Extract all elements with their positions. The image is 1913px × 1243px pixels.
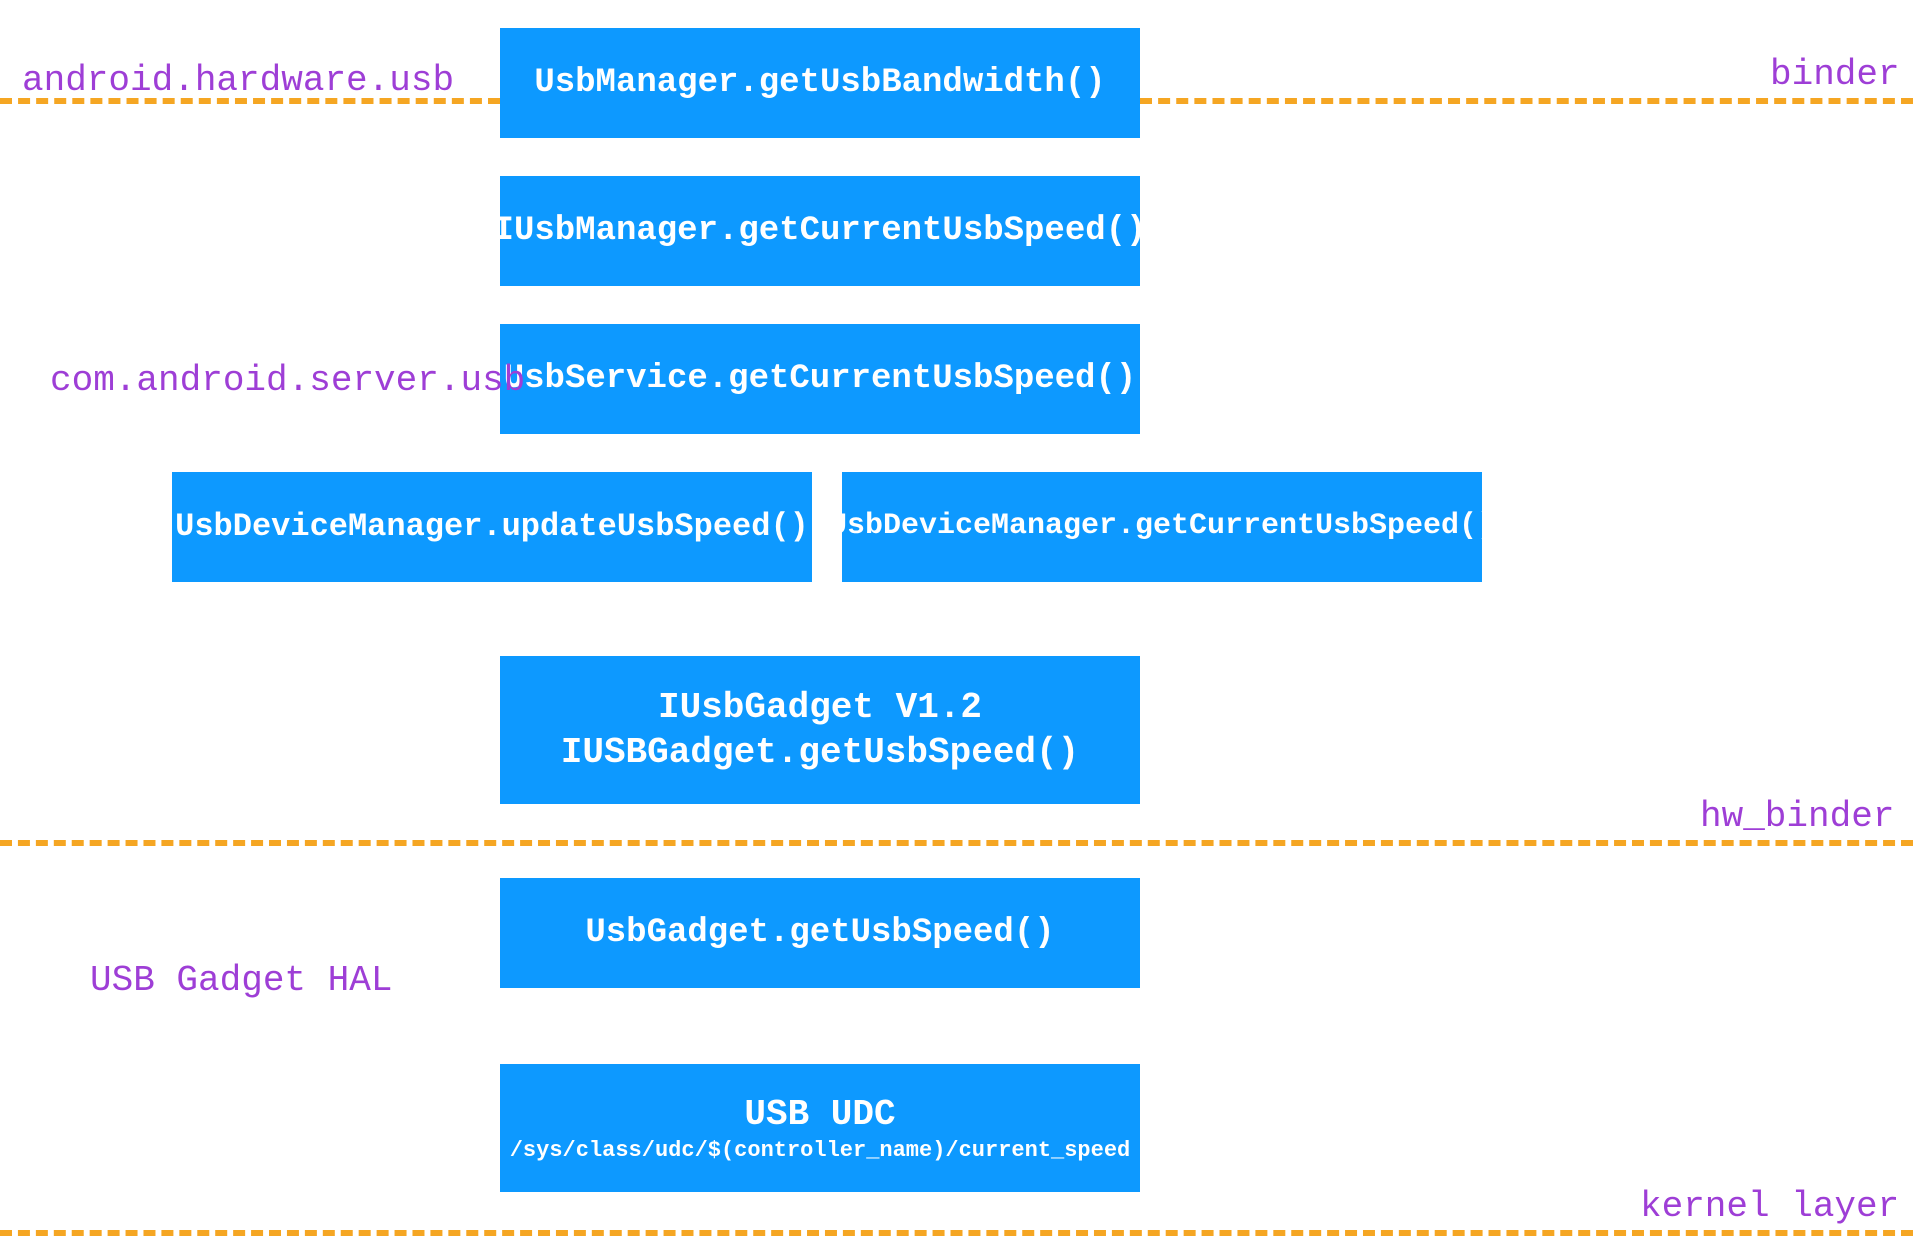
diagram-canvas: UsbManager.getUsbBandwidth() IUsbManager.… bbox=[0, 0, 1913, 1243]
box-usb-udc-line-0: USB UDC bbox=[744, 1092, 895, 1137]
label-usb-gadget-hal: USB Gadget HAL bbox=[90, 960, 392, 1001]
box-usbservice-getspeed: UsbService.getCurrentUsbSpeed() bbox=[500, 324, 1140, 434]
label-pkg-server-usb: com.android.server.usb bbox=[50, 360, 525, 401]
box-iusbmanager-getspeed: IUsbManager.getCurrentUsbSpeed() bbox=[500, 176, 1140, 286]
box-usbdevicemanager-getspeed-line-0: UsbDeviceManager.getCurrentUsbSpeed() bbox=[829, 508, 1495, 546]
label-pkg-hardware-usb: android.hardware.usb bbox=[22, 60, 454, 101]
divider-hwbinder-line bbox=[0, 840, 1913, 846]
box-usbdevicemanager-getspeed: UsbDeviceManager.getCurrentUsbSpeed() bbox=[842, 472, 1482, 582]
box-iusbgadget: IUsbGadget V1.2IUSBGadget.getUsbSpeed() bbox=[500, 656, 1140, 804]
label-kernel-layer: kernel layer bbox=[1640, 1186, 1899, 1227]
box-usb-udc-line-1: /sys/class/udc/$(controller_name)/curren… bbox=[510, 1137, 1131, 1165]
divider-kernel-line bbox=[0, 1230, 1913, 1236]
box-usbmanager-getbandwidth-line-0: UsbManager.getUsbBandwidth() bbox=[534, 62, 1105, 105]
box-usbdevicemanager-updatespeed: UsbDeviceManager.updateUsbSpeed() bbox=[172, 472, 812, 582]
box-usbgadget-getspeed-line-0: UsbGadget.getUsbSpeed() bbox=[585, 912, 1054, 955]
box-usb-udc: USB UDC/sys/class/udc/$(controller_name)… bbox=[500, 1064, 1140, 1192]
box-usbmanager-getbandwidth: UsbManager.getUsbBandwidth() bbox=[500, 28, 1140, 138]
box-usbgadget-getspeed: UsbGadget.getUsbSpeed() bbox=[500, 878, 1140, 988]
label-hwbinder: hw_binder bbox=[1700, 796, 1894, 837]
box-iusbgadget-line-1: IUSBGadget.getUsbSpeed() bbox=[561, 730, 1079, 775]
box-usbservice-getspeed-line-0: UsbService.getCurrentUsbSpeed() bbox=[504, 358, 1137, 401]
box-iusbmanager-getspeed-line-0: IUsbManager.getCurrentUsbSpeed() bbox=[494, 210, 1147, 253]
divider-binder-line-right bbox=[1140, 98, 1913, 104]
box-iusbgadget-line-0: IUsbGadget V1.2 bbox=[658, 685, 982, 730]
label-binder: binder bbox=[1770, 54, 1900, 95]
box-usbdevicemanager-updatespeed-line-0: UsbDeviceManager.updateUsbSpeed() bbox=[175, 507, 809, 547]
